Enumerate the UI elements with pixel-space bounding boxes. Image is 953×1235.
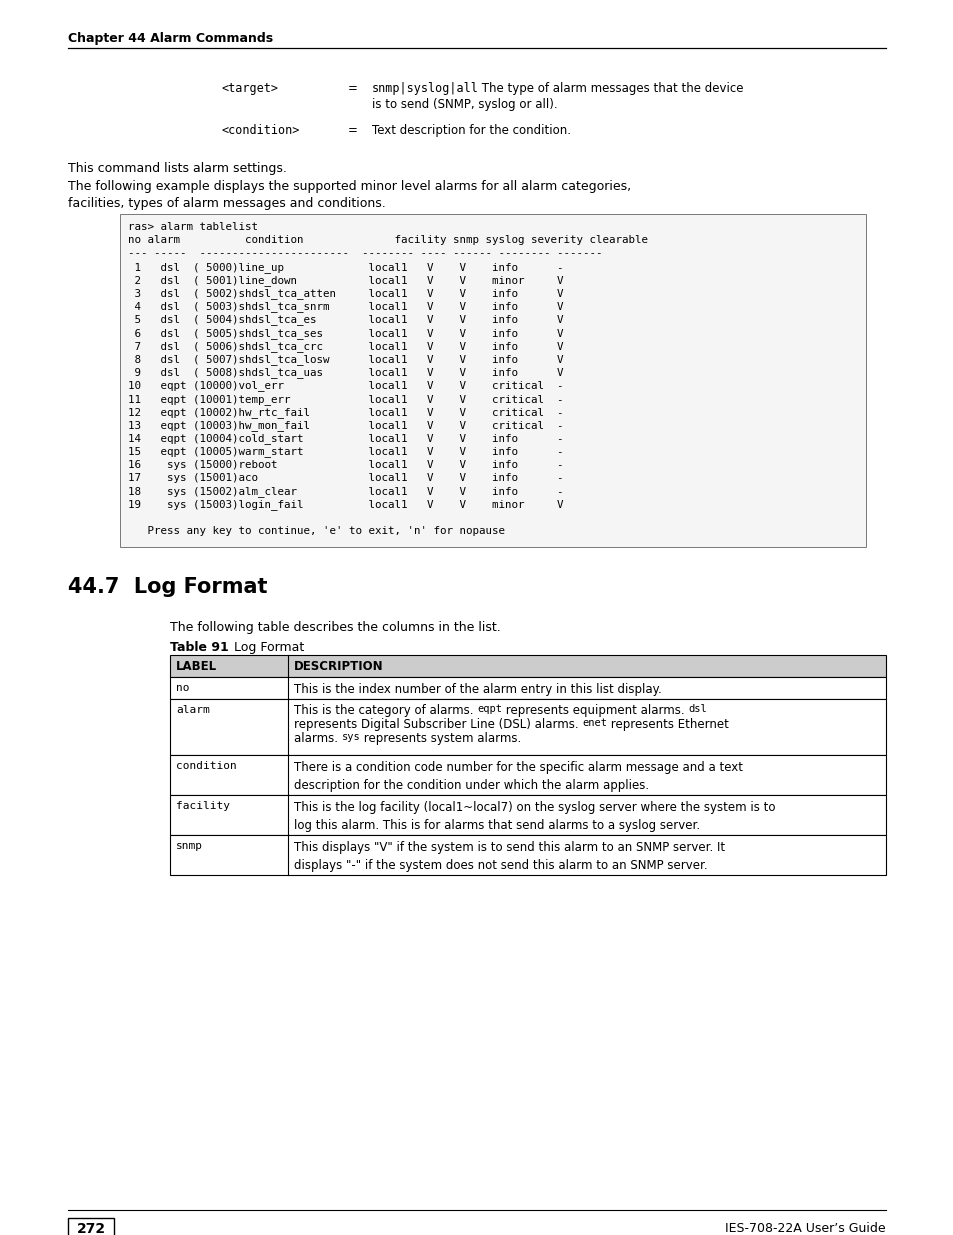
Text: 10   eqpt (10000)vol_err             local1   V    V    critical  -: 10 eqpt (10000)vol_err local1 V V critic… bbox=[128, 380, 563, 391]
Text: DESCRIPTION: DESCRIPTION bbox=[294, 659, 383, 673]
Text: Chapter 44 Alarm Commands: Chapter 44 Alarm Commands bbox=[68, 32, 273, 44]
Text: snmp|syslog|all: snmp|syslog|all bbox=[372, 82, 478, 95]
Text: --- -----  -----------------------  -------- ---- ------ -------- -------: --- ----- ----------------------- ------… bbox=[128, 248, 602, 258]
Text: 15   eqpt (10005)warm_start          local1   V    V    info      -: 15 eqpt (10005)warm_start local1 V V inf… bbox=[128, 446, 563, 457]
Text: IES-708-22A User’s Guide: IES-708-22A User’s Guide bbox=[724, 1221, 885, 1235]
Text: 44.7  Log Format: 44.7 Log Format bbox=[68, 577, 267, 597]
Text: snmp: snmp bbox=[175, 841, 203, 851]
Text: 2   dsl  ( 5001)line_down           local1   V    V    minor     V: 2 dsl ( 5001)line_down local1 V V minor … bbox=[128, 275, 563, 285]
Bar bbox=[170, 755, 885, 795]
Text: represents Digital Subscriber Line (DSL) alarms.: represents Digital Subscriber Line (DSL)… bbox=[294, 718, 581, 731]
Bar bbox=[120, 214, 865, 547]
Text: 6   dsl  ( 5005)shdsl_tca_ses       local1   V    V    info      V: 6 dsl ( 5005)shdsl_tca_ses local1 V V in… bbox=[128, 327, 563, 338]
Text: =: = bbox=[348, 124, 357, 137]
Text: This is the index number of the alarm entry in this list display.: This is the index number of the alarm en… bbox=[294, 683, 661, 695]
Bar bbox=[170, 655, 885, 677]
Text: sys: sys bbox=[341, 732, 360, 742]
Text: 8   dsl  ( 5007)shdsl_tca_losw      local1   V    V    info      V: 8 dsl ( 5007)shdsl_tca_losw local1 V V i… bbox=[128, 354, 563, 364]
Text: 7   dsl  ( 5006)shdsl_tca_crc       local1   V    V    info      V: 7 dsl ( 5006)shdsl_tca_crc local1 V V in… bbox=[128, 341, 563, 352]
Text: enet: enet bbox=[581, 718, 607, 727]
Text: The type of alarm messages that the device: The type of alarm messages that the devi… bbox=[477, 82, 742, 95]
Text: This command lists alarm settings.: This command lists alarm settings. bbox=[68, 162, 287, 175]
Text: <condition>: <condition> bbox=[222, 124, 300, 137]
Text: facility: facility bbox=[175, 800, 230, 811]
Text: represents system alarms.: represents system alarms. bbox=[360, 732, 521, 745]
Text: represents equipment alarms.: represents equipment alarms. bbox=[501, 704, 688, 716]
Text: 3   dsl  ( 5002)shdsl_tca_atten     local1   V    V    info      V: 3 dsl ( 5002)shdsl_tca_atten local1 V V … bbox=[128, 288, 563, 299]
Text: eqpt: eqpt bbox=[476, 704, 501, 714]
Text: The following example displays the supported minor level alarms for all alarm ca: The following example displays the suppo… bbox=[68, 180, 631, 210]
Text: Log Format: Log Format bbox=[222, 641, 304, 653]
Text: alarms.: alarms. bbox=[294, 732, 341, 745]
Text: 9   dsl  ( 5008)shdsl_tca_uas       local1   V    V    info      V: 9 dsl ( 5008)shdsl_tca_uas local1 V V in… bbox=[128, 367, 563, 378]
Text: The following table describes the columns in the list.: The following table describes the column… bbox=[170, 621, 500, 634]
Bar bbox=[170, 699, 885, 755]
Text: 12   eqpt (10002)hw_rtc_fail         local1   V    V    critical  -: 12 eqpt (10002)hw_rtc_fail local1 V V cr… bbox=[128, 406, 563, 417]
Text: Press any key to continue, 'e' to exit, 'n' for nopause: Press any key to continue, 'e' to exit, … bbox=[128, 526, 504, 536]
Bar bbox=[170, 677, 885, 699]
Text: condition: condition bbox=[175, 761, 236, 771]
Text: alarm: alarm bbox=[175, 705, 210, 715]
Text: 5   dsl  ( 5004)shdsl_tca_es        local1   V    V    info      V: 5 dsl ( 5004)shdsl_tca_es local1 V V inf… bbox=[128, 315, 563, 325]
Bar bbox=[68, 1218, 113, 1235]
Text: There is a condition code number for the specific alarm message and a text
descr: There is a condition code number for the… bbox=[294, 761, 742, 792]
Text: This is the log facility (local1~local7) on the syslog server where the system i: This is the log facility (local1~local7)… bbox=[294, 800, 775, 832]
Text: 14   eqpt (10004)cold_start          local1   V    V    info      -: 14 eqpt (10004)cold_start local1 V V inf… bbox=[128, 433, 563, 445]
Text: 1   dsl  ( 5000)line_up             local1   V    V    info      -: 1 dsl ( 5000)line_up local1 V V info - bbox=[128, 262, 563, 273]
Bar bbox=[170, 835, 885, 874]
Text: ras> alarm tablelist: ras> alarm tablelist bbox=[128, 222, 257, 232]
Text: <target>: <target> bbox=[222, 82, 278, 95]
Text: is to send (SNMP, syslog or all).: is to send (SNMP, syslog or all). bbox=[372, 98, 558, 111]
Text: no: no bbox=[175, 683, 190, 693]
Text: 17    sys (15001)aco                 local1   V    V    info      -: 17 sys (15001)aco local1 V V info - bbox=[128, 473, 563, 483]
Text: dsl: dsl bbox=[688, 704, 706, 714]
Text: LABEL: LABEL bbox=[175, 659, 217, 673]
Text: represents Ethernet: represents Ethernet bbox=[607, 718, 728, 731]
Text: 18    sys (15002)alm_clear           local1   V    V    info      -: 18 sys (15002)alm_clear local1 V V info … bbox=[128, 487, 563, 496]
Text: 272: 272 bbox=[76, 1221, 106, 1235]
Text: 4   dsl  ( 5003)shdsl_tca_snrm      local1   V    V    info      V: 4 dsl ( 5003)shdsl_tca_snrm local1 V V i… bbox=[128, 301, 563, 312]
Text: 11   eqpt (10001)temp_err            local1   V    V    critical  -: 11 eqpt (10001)temp_err local1 V V criti… bbox=[128, 394, 563, 405]
Text: 13   eqpt (10003)hw_mon_fail         local1   V    V    critical  -: 13 eqpt (10003)hw_mon_fail local1 V V cr… bbox=[128, 420, 563, 431]
Bar bbox=[170, 795, 885, 835]
Text: Table 91: Table 91 bbox=[170, 641, 229, 653]
Text: 19    sys (15003)login_fail          local1   V    V    minor     V: 19 sys (15003)login_fail local1 V V mino… bbox=[128, 499, 563, 510]
Text: Text description for the condition.: Text description for the condition. bbox=[372, 124, 571, 137]
Text: This is the category of alarms.: This is the category of alarms. bbox=[294, 704, 476, 716]
Text: no alarm          condition              facility snmp syslog severity clearable: no alarm condition facility snmp syslog … bbox=[128, 235, 647, 246]
Text: 16    sys (15000)reboot              local1   V    V    info      -: 16 sys (15000)reboot local1 V V info - bbox=[128, 459, 563, 469]
Text: This displays "V" if the system is to send this alarm to an SNMP server. It
disp: This displays "V" if the system is to se… bbox=[294, 841, 724, 872]
Text: =: = bbox=[348, 82, 357, 95]
